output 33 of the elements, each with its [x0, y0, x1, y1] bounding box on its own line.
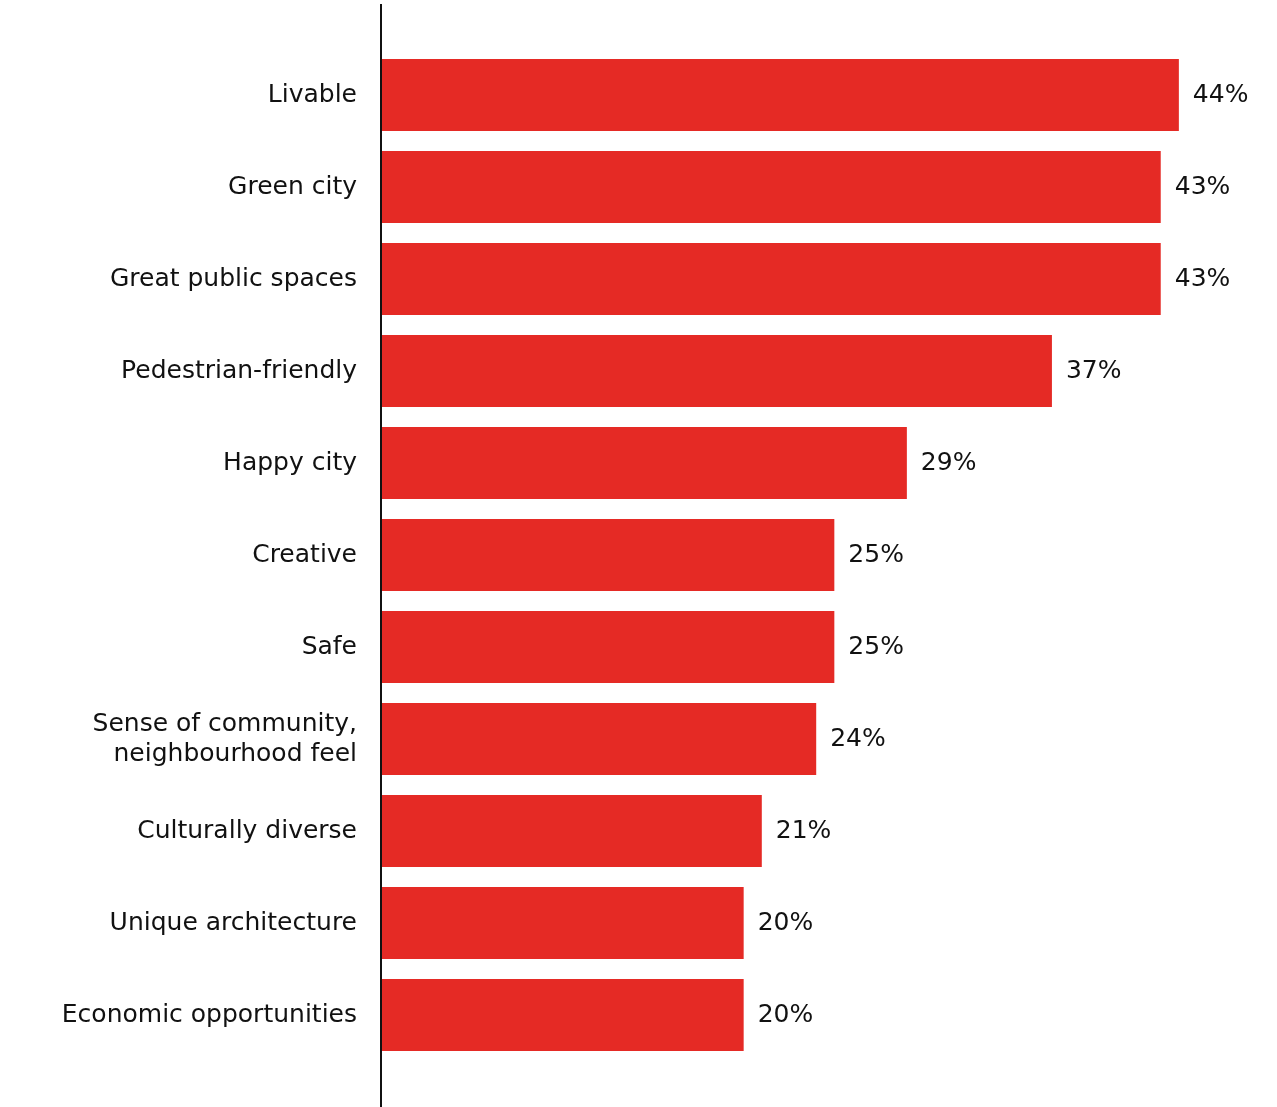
bar [381, 519, 835, 591]
y-tick-label: Creative [252, 538, 357, 568]
y-tick-label: Economic opportunities [61, 998, 357, 1028]
data-label: 20% [757, 998, 814, 1028]
y-tick-label: Green city [228, 170, 358, 200]
bar [381, 243, 1161, 315]
data-label: 43% [1174, 262, 1231, 292]
y-tick-label: Great public spaces [109, 262, 357, 292]
data-label: 37% [1065, 354, 1122, 384]
y-tick-label: Sense of community, neighbourhood feel [92, 707, 357, 767]
bar [381, 611, 835, 683]
data-label: 25% [848, 538, 904, 568]
data-label: 44% [1192, 78, 1249, 108]
bar [381, 979, 744, 1051]
bar [381, 887, 744, 959]
data-label: 21% [775, 814, 832, 844]
data-label: 43% [1174, 170, 1231, 200]
bar [381, 59, 1179, 131]
data-label: 25% [848, 630, 904, 660]
y-tick-label: Safe [301, 630, 357, 660]
bar [381, 795, 762, 867]
bar [381, 427, 907, 499]
y-tick-label: Culturally diverse [137, 814, 357, 844]
y-tick-label: Livable [267, 78, 357, 108]
data-label: 29% [920, 446, 977, 476]
y-tick-label: Happy city [223, 446, 358, 476]
data-label: 20% [757, 906, 814, 936]
y-tick-label: Unique architecture [109, 906, 357, 936]
bar [381, 335, 1052, 407]
bar [381, 151, 1161, 223]
bar [381, 703, 817, 775]
y-tick-label: Pedestrian-friendly [121, 354, 358, 384]
data-label: 24% [830, 722, 886, 752]
